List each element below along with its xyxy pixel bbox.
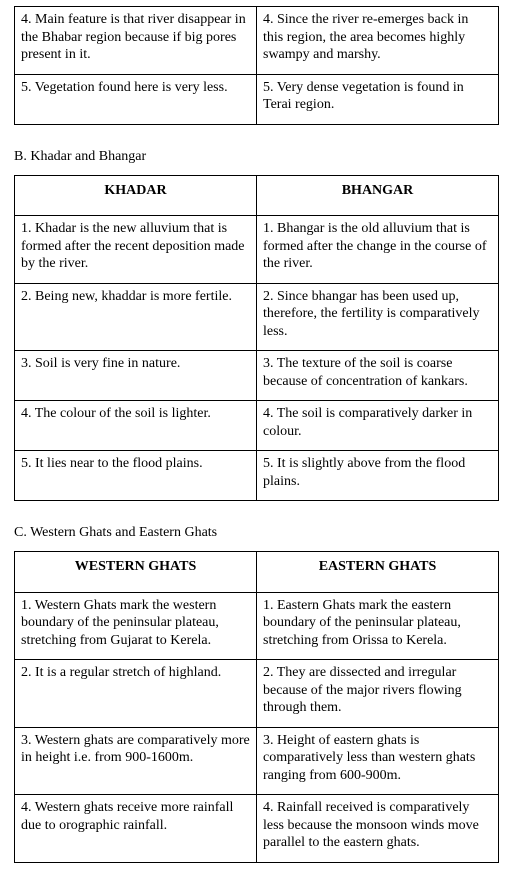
table-row: 3. Western ghats are comparatively more … xyxy=(15,727,499,795)
cell-left: 4. The colour of the soil is lighter. xyxy=(15,401,257,451)
table-row: 4. Main feature is that river disappear … xyxy=(15,7,499,75)
table-row: 1. Khadar is the new alluvium that is fo… xyxy=(15,216,499,284)
document-page: 4. Main feature is that river disappear … xyxy=(0,0,513,877)
header-right: EASTERN GHATS xyxy=(257,552,499,593)
table-header-row: KHADAR BHANGAR xyxy=(15,175,499,216)
header-left: WESTERN GHATS xyxy=(15,552,257,593)
cell-left: 1. Western Ghats mark the western bounda… xyxy=(15,592,257,660)
table-row: 4. The colour of the soil is lighter. 4.… xyxy=(15,401,499,451)
cell-left: 3. Soil is very fine in nature. xyxy=(15,351,257,401)
table-western-eastern-ghats: WESTERN GHATS EASTERN GHATS 1. Western G… xyxy=(14,551,499,863)
table-row: 5. It lies near to the flood plains. 5. … xyxy=(15,451,499,501)
cell-right: 3. Height of eastern ghats is comparativ… xyxy=(257,727,499,795)
table-row: 2. It is a regular stretch of highland. … xyxy=(15,660,499,728)
section-title-c: C. Western Ghats and Eastern Ghats xyxy=(14,525,499,541)
table-header-row: WESTERN GHATS EASTERN GHATS xyxy=(15,552,499,593)
cell-right: 4. The soil is comparatively darker in c… xyxy=(257,401,499,451)
cell-left: 2. Being new, khaddar is more fertile. xyxy=(15,283,257,351)
cell-right: 4. Since the river re-emerges back in th… xyxy=(257,7,499,75)
cell-right: 5. It is slightly above from the flood p… xyxy=(257,451,499,501)
cell-left: 4. Western ghats receive more rainfall d… xyxy=(15,795,257,863)
cell-right: 1. Eastern Ghats mark the eastern bounda… xyxy=(257,592,499,660)
cell-left: 5. It lies near to the flood plains. xyxy=(15,451,257,501)
table-row: 2. Being new, khaddar is more fertile. 2… xyxy=(15,283,499,351)
cell-right: 1. Bhangar is the old alluvium that is f… xyxy=(257,216,499,284)
section-title-b: B. Khadar and Bhangar xyxy=(14,149,499,165)
header-right: BHANGAR xyxy=(257,175,499,216)
cell-left: 5. Vegetation found here is very less. xyxy=(15,74,257,124)
cell-left: 3. Western ghats are comparatively more … xyxy=(15,727,257,795)
cell-right: 5. Very dense vegetation is found in Ter… xyxy=(257,74,499,124)
table-row: 4. Western ghats receive more rainfall d… xyxy=(15,795,499,863)
cell-left: 4. Main feature is that river disappear … xyxy=(15,7,257,75)
table-row: 1. Western Ghats mark the western bounda… xyxy=(15,592,499,660)
cell-right: 3. The texture of the soil is coarse bec… xyxy=(257,351,499,401)
cell-right: 2. They are dissected and irregular beca… xyxy=(257,660,499,728)
table-khadar-bhangar: KHADAR BHANGAR 1. Khadar is the new allu… xyxy=(14,175,499,502)
cell-left: 2. It is a regular stretch of highland. xyxy=(15,660,257,728)
header-left: KHADAR xyxy=(15,175,257,216)
cell-right: 2. Since bhangar has been used up, there… xyxy=(257,283,499,351)
table-row: 3. Soil is very fine in nature. 3. The t… xyxy=(15,351,499,401)
cell-right: 4. Rainfall received is comparatively le… xyxy=(257,795,499,863)
table-bhabar-terai: 4. Main feature is that river disappear … xyxy=(14,6,499,125)
cell-left: 1. Khadar is the new alluvium that is fo… xyxy=(15,216,257,284)
table-row: 5. Vegetation found here is very less. 5… xyxy=(15,74,499,124)
